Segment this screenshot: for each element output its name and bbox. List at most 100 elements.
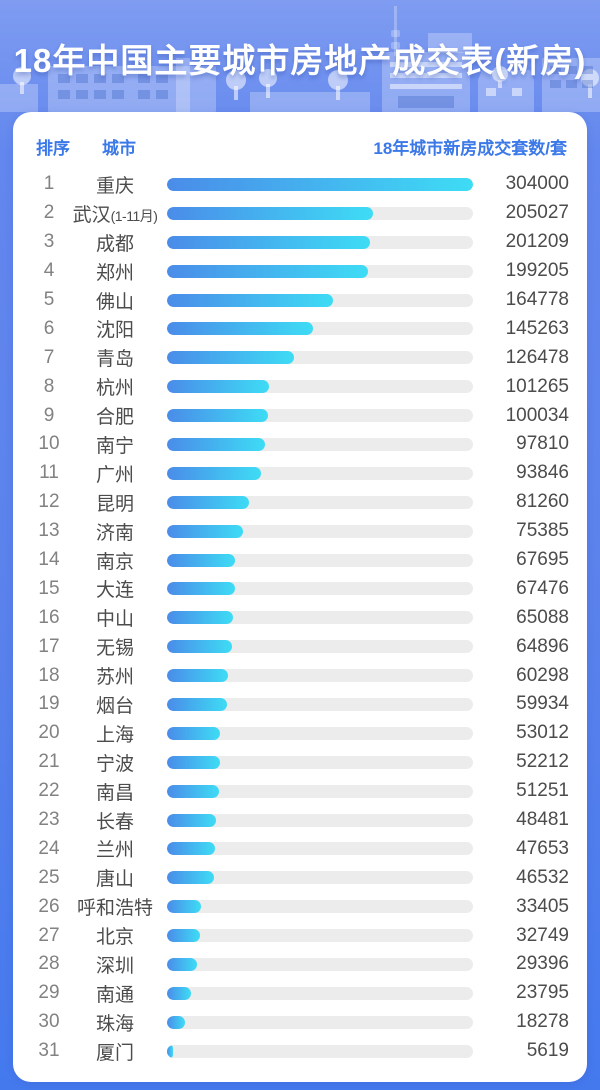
- city-cell: 青岛: [67, 344, 163, 371]
- city-name: 南通: [95, 984, 134, 1006]
- table-row: 28 深圳 29396: [31, 950, 569, 979]
- rank-cell: 18: [38, 664, 60, 686]
- bar-fill: [167, 466, 262, 480]
- rank-cell: 25: [38, 866, 60, 888]
- bar-track: [167, 929, 473, 943]
- city-name: 上海: [95, 724, 134, 746]
- city-name: 深圳: [95, 955, 134, 977]
- rank-cell: 12: [38, 491, 60, 513]
- bar-fill: [167, 726, 221, 740]
- city-cell: 苏州: [67, 662, 163, 689]
- city-name: 南昌: [95, 782, 134, 804]
- city-cell: 沈阳: [67, 315, 163, 342]
- city-cell: 深圳: [67, 951, 163, 978]
- city-name: 济南: [95, 522, 134, 544]
- city-name: 烟台: [95, 695, 134, 717]
- city-cell: 中山: [67, 604, 163, 631]
- bar-fill: [167, 1044, 173, 1058]
- city-cell: 长春: [67, 807, 163, 834]
- city-cell: 北京: [67, 922, 163, 949]
- city-name: 南宁: [95, 435, 134, 457]
- bar-fill: [167, 929, 200, 943]
- city-name: 呼和浩特: [76, 898, 153, 920]
- rank-cell: 7: [43, 346, 55, 368]
- value-cell: 201209: [505, 231, 569, 253]
- value-cell: 32749: [516, 924, 569, 946]
- value-cell: 64896: [516, 635, 569, 657]
- bar-track: [167, 264, 473, 278]
- bar-track: [167, 1015, 473, 1029]
- table-row: 3 成都 201209: [31, 228, 569, 257]
- city-cell: 武汉(1-11月): [67, 200, 163, 227]
- bar-track: [167, 900, 473, 914]
- bar-track: [167, 842, 473, 856]
- bar-fill: [167, 351, 295, 365]
- table-row: 10 南宁 97810: [31, 430, 569, 459]
- table-row: 25 唐山 46532: [31, 863, 569, 892]
- city-name: 佛山: [95, 291, 134, 313]
- city-name: 厦门: [95, 1042, 134, 1064]
- city-cell: 南通: [67, 980, 163, 1007]
- rank-cell: 19: [38, 693, 60, 715]
- bar-track: [167, 351, 473, 365]
- city-name: 沈阳: [95, 320, 134, 342]
- value-cell: 65088: [516, 606, 569, 628]
- table-header-row: 排序 城市 18年城市新房成交套数/套: [31, 134, 569, 158]
- city-cell: 兰州: [67, 835, 163, 862]
- rank-cell: 4: [43, 260, 55, 282]
- bar-track: [167, 1044, 473, 1058]
- value-cell: 53012: [516, 722, 569, 744]
- rank-cell: 5: [43, 289, 55, 310]
- bar-fill: [167, 669, 228, 683]
- rank-cell: 6: [43, 317, 55, 339]
- city-cell: 南昌: [67, 778, 163, 805]
- bar-track: [167, 986, 473, 1000]
- table-row: 19 烟台 59934: [31, 690, 569, 719]
- city-name: 昆明: [95, 493, 134, 515]
- table-row: 15 大连 67476: [31, 574, 569, 603]
- city-cell: 杭州: [67, 373, 163, 400]
- bar-fill: [167, 322, 314, 336]
- city-cell: 广州: [67, 460, 163, 487]
- city-cell: 南宁: [67, 431, 163, 458]
- bar-track: [167, 293, 473, 307]
- rank-cell: 8: [43, 375, 55, 397]
- city-name: 大连: [95, 580, 134, 602]
- bar-track: [167, 784, 473, 798]
- city-cell: 厦门: [67, 1038, 163, 1065]
- bar-track: [167, 235, 473, 249]
- bar-fill: [167, 697, 228, 711]
- value-cell: 304000: [505, 173, 569, 195]
- city-cell: 宁波: [67, 749, 163, 776]
- table-row: 14 南京 67695: [31, 546, 569, 575]
- city-cell: 大连: [67, 575, 163, 602]
- bar-fill: [167, 957, 197, 971]
- rank-cell: 13: [38, 520, 60, 542]
- bar-track: [167, 813, 473, 827]
- table-row: 2 武汉(1-11月) 205027: [31, 199, 569, 228]
- city-note: (1-11月): [110, 207, 158, 224]
- city-name: 青岛: [95, 349, 134, 371]
- city-name: 南京: [95, 551, 134, 573]
- table-row: 22 南昌 51251: [31, 777, 569, 806]
- city-column-header: 城市: [102, 138, 136, 158]
- value-cell: 23795: [516, 982, 569, 1004]
- bar-track: [167, 640, 473, 654]
- city-cell: 昆明: [67, 489, 163, 516]
- table-row: 13 济南 75385: [31, 517, 569, 546]
- table-row: 24 兰州 47653: [31, 834, 569, 863]
- rank-cell: 22: [38, 780, 60, 802]
- bar-fill: [167, 437, 266, 451]
- value-cell: 47653: [516, 837, 569, 859]
- bar-fill: [167, 640, 233, 654]
- city-name: 广州: [95, 464, 134, 486]
- city-name: 宁波: [95, 753, 134, 775]
- bar-track: [167, 466, 473, 480]
- rank-cell: 11: [39, 462, 59, 484]
- bar-fill: [167, 755, 220, 769]
- city-name: 杭州: [95, 378, 134, 400]
- rank-cell: 14: [38, 549, 60, 571]
- value-cell: 67695: [516, 549, 569, 571]
- table-row: 6 沈阳 145263: [31, 314, 569, 343]
- rank-column-header: 排序: [36, 138, 70, 158]
